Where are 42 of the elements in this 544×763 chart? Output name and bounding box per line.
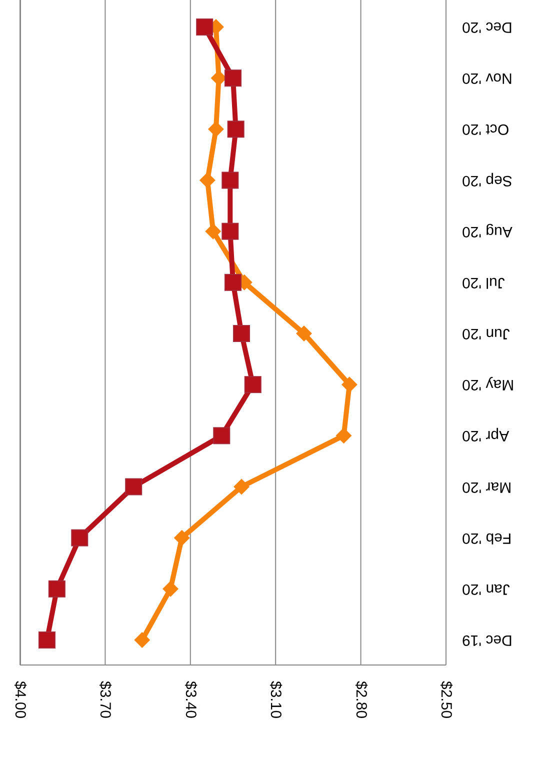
- point: [213, 427, 230, 444]
- y-tick-label: Oct '20: [462, 120, 510, 138]
- point: [341, 376, 358, 393]
- point: [134, 632, 150, 648]
- point: [234, 478, 250, 495]
- y-tick-label: Mar '20: [462, 478, 512, 496]
- y-tick-label: Jun '20: [462, 325, 510, 342]
- point: [196, 18, 214, 36]
- point: [222, 222, 239, 240]
- y-tick-label: Feb '20: [462, 529, 512, 546]
- y-tick-label: Dec '19: [462, 632, 512, 648]
- y-tick-label: Apr '20: [462, 427, 510, 444]
- point: [336, 428, 352, 444]
- point: [162, 580, 179, 597]
- y-tick-label: Nov '20: [462, 70, 512, 87]
- y-tick-label: Dec '20: [462, 18, 512, 36]
- point: [244, 376, 262, 394]
- x-tick-label: $3.40: [182, 681, 199, 719]
- point: [224, 274, 242, 291]
- point: [222, 172, 239, 189]
- x-tick-label: $2.80: [352, 681, 370, 719]
- point: [48, 580, 66, 598]
- point: [125, 478, 142, 496]
- y-tick-label: Jul '20: [462, 274, 505, 291]
- x-tick-label: $2.50: [438, 681, 454, 719]
- y-tick-label: Jan '20: [462, 580, 510, 598]
- x-tick-label: $3.70: [96, 681, 114, 719]
- point: [233, 325, 250, 342]
- y-tick-label: May '20: [462, 376, 514, 394]
- point: [174, 530, 190, 546]
- point: [199, 172, 216, 188]
- point: [205, 223, 222, 240]
- point: [38, 632, 56, 648]
- point: [71, 529, 88, 546]
- x-tick-label: $3.10: [267, 681, 284, 719]
- x-tick-label: $4.00: [12, 681, 28, 719]
- point: [296, 326, 312, 342]
- y-tick-label: Aug '20: [462, 222, 512, 240]
- y-tick-label: Sep '20: [462, 172, 512, 189]
- point: [208, 121, 224, 138]
- point: [224, 70, 242, 87]
- point: [227, 120, 244, 138]
